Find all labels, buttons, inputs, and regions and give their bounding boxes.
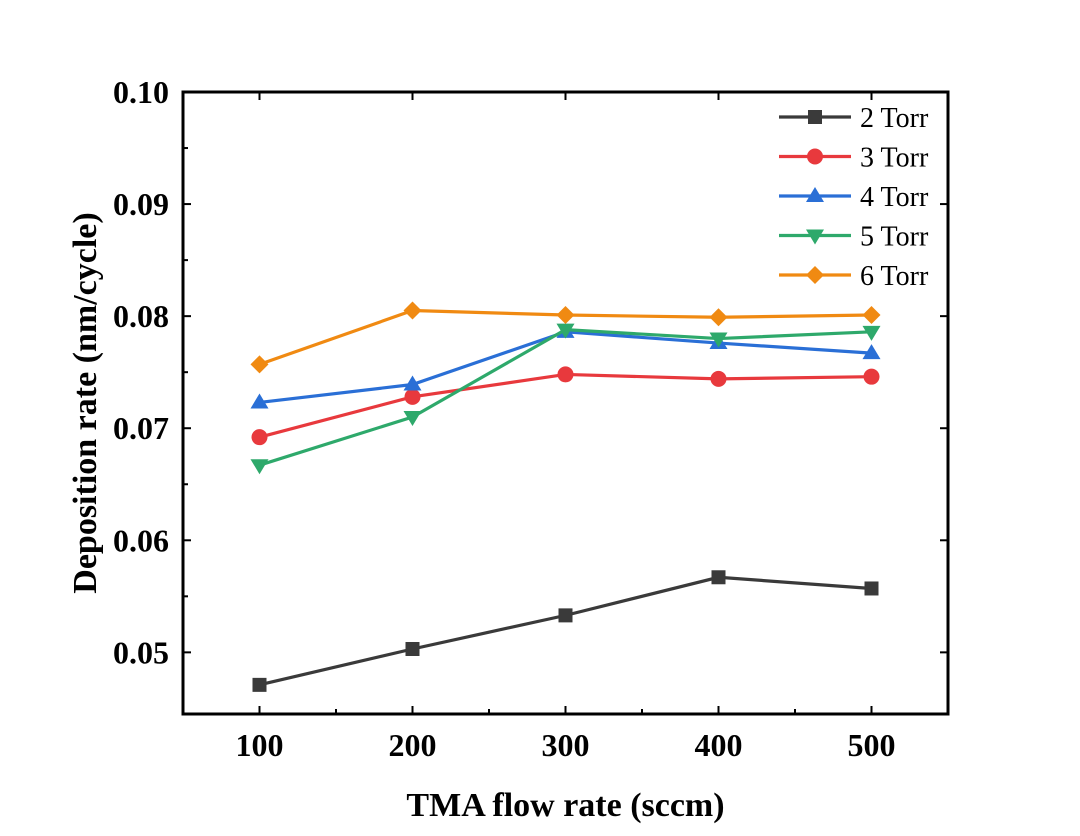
data-point: [558, 608, 573, 623]
legend-marker: [808, 110, 822, 124]
x-axis: 100 200 300 400 500: [236, 92, 896, 763]
x-tick-label: 300: [542, 727, 590, 763]
legend-label: 3 Torr: [860, 143, 929, 174]
legend-item: 3 Torr: [779, 143, 929, 174]
data-point: [862, 325, 881, 341]
legend-label: 6 Torr: [860, 261, 929, 292]
series-layer: [250, 301, 881, 692]
series-2-torr: [252, 570, 879, 692]
series-line: [259, 327, 872, 467]
legend-item: 5 Torr: [779, 222, 929, 253]
x-axis-title: TMA flow rate (sccm): [406, 787, 724, 824]
series-3-torr: [251, 366, 880, 446]
data-point: [250, 355, 269, 374]
data-point: [405, 641, 420, 656]
data-point: [709, 332, 728, 348]
legend-item: 6 Torr: [779, 261, 929, 292]
data-point: [863, 368, 880, 385]
y-tick-label: 0.09: [113, 186, 169, 222]
y-axis-title: Deposition rate (nm/cycle): [67, 212, 104, 593]
data-point: [250, 393, 269, 409]
series-6-torr: [250, 301, 881, 374]
legend-item: 2 Torr: [779, 103, 929, 134]
data-point: [862, 306, 881, 325]
data-point: [403, 411, 422, 427]
y-tick-label: 0.08: [113, 298, 169, 334]
legend-item: 4 Torr: [779, 182, 929, 213]
data-point: [250, 459, 269, 475]
data-point: [251, 429, 268, 446]
data-point: [711, 570, 726, 585]
data-point: [557, 366, 574, 383]
data-point: [710, 370, 727, 387]
legend: 2 Torr 3 Torr 4 Torr 5 Torr 6 Torr: [779, 103, 929, 292]
data-point: [556, 306, 575, 325]
data-point: [709, 308, 728, 327]
legend-label: 5 Torr: [860, 222, 929, 253]
legend-marker: [806, 229, 824, 245]
legend-label: 4 Torr: [860, 182, 929, 213]
data-point: [403, 301, 422, 320]
data-point: [403, 375, 422, 391]
legend-label: 2 Torr: [860, 103, 929, 134]
x-tick-label: 200: [389, 727, 437, 763]
data-point: [862, 344, 881, 360]
y-tick-label: 0.10: [113, 74, 169, 110]
data-point: [556, 323, 575, 339]
x-tick-label: 400: [695, 727, 743, 763]
legend-marker: [807, 148, 823, 165]
y-axis: 0.05 0.06 0.07 0.08 0.09 0.10: [113, 74, 948, 670]
legend-marker: [806, 187, 824, 202]
series-5-torr: [250, 323, 881, 475]
x-tick-label: 100: [236, 727, 284, 763]
legend-marker: [806, 266, 824, 284]
data-point: [252, 677, 267, 692]
data-point: [864, 581, 879, 596]
series-line: [259, 575, 872, 687]
y-tick-label: 0.05: [113, 634, 169, 670]
data-point: [404, 388, 421, 405]
series-line: [259, 372, 872, 439]
y-tick-label: 0.06: [113, 522, 169, 558]
y-tick-label: 0.07: [113, 410, 169, 446]
x-tick-label: 500: [848, 727, 896, 763]
